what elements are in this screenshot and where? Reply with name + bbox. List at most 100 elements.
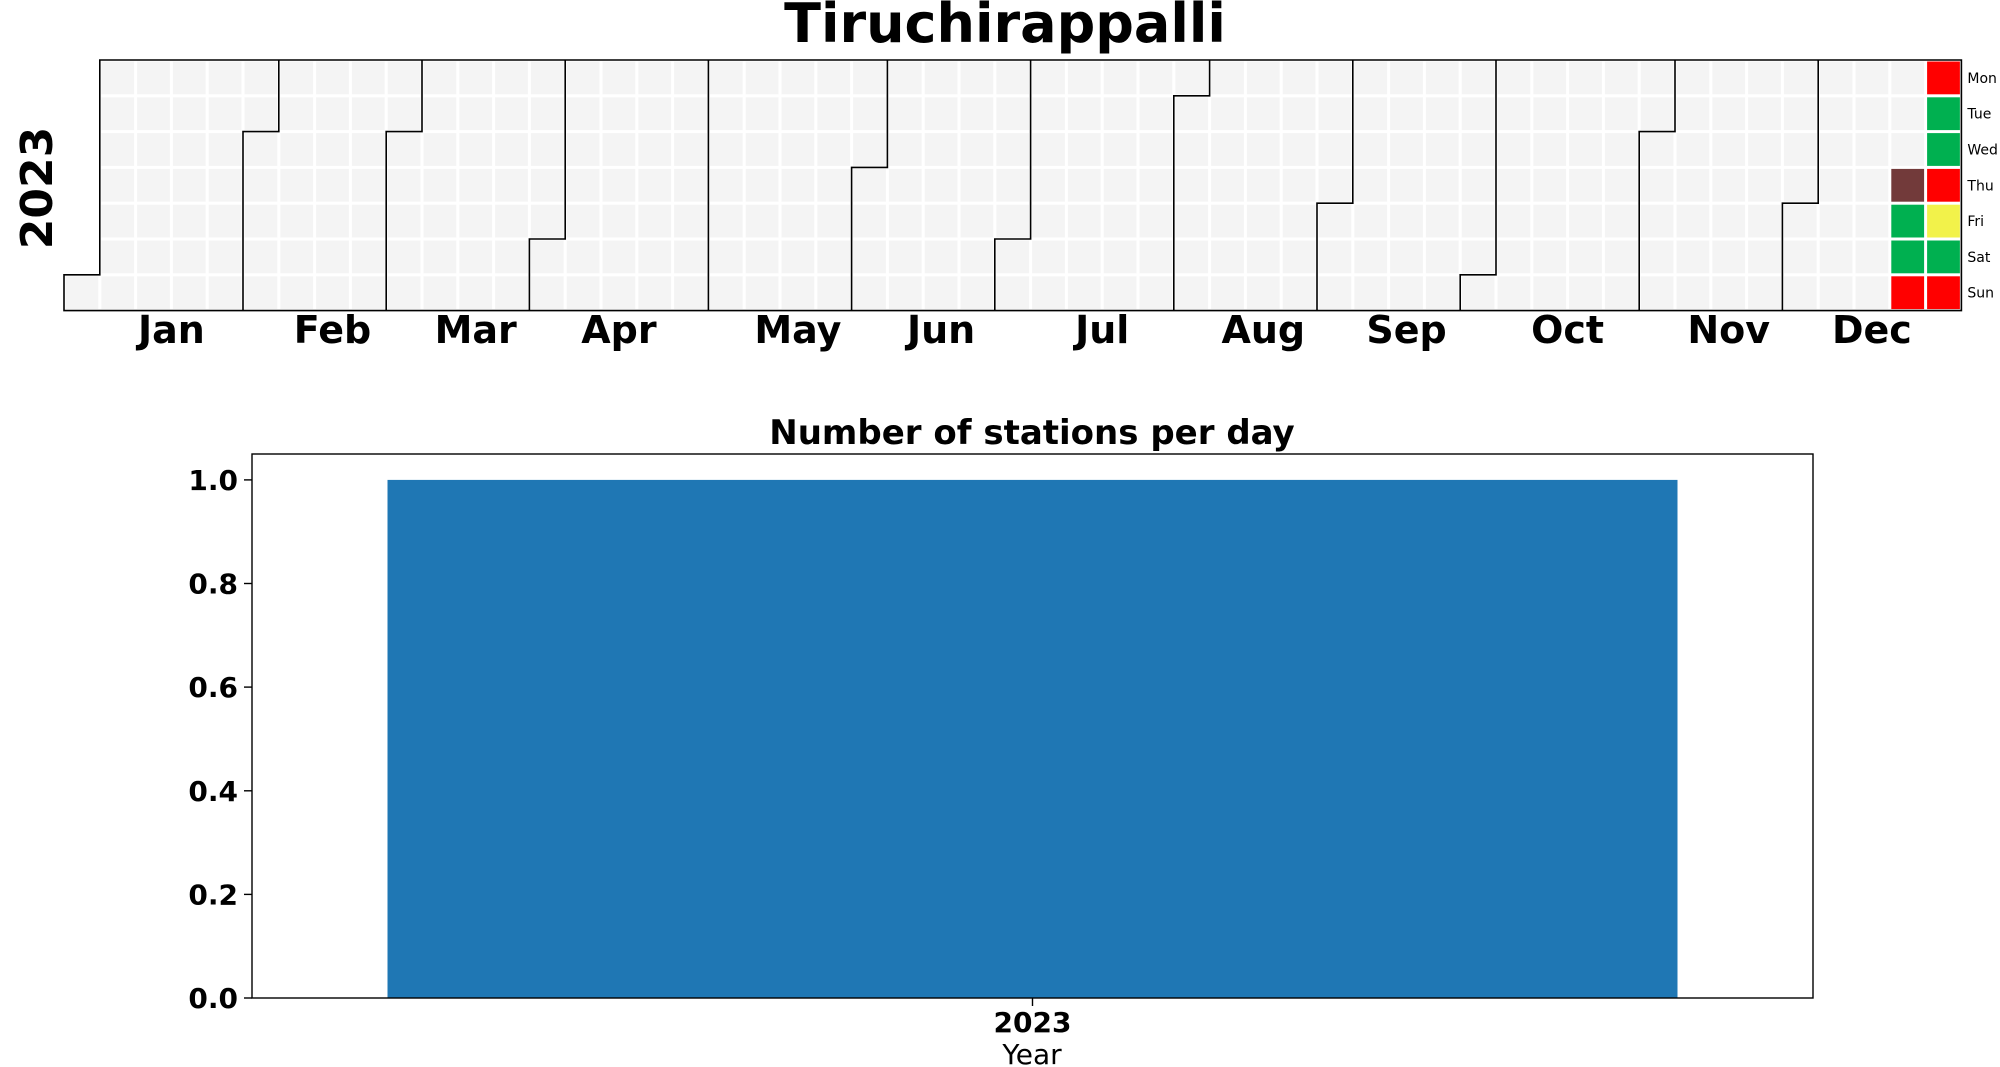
calendar-day-cell [423, 133, 457, 166]
calendar-month-labels: Jan Feb Mar Apr May Jun Jul Aug Sep Oct Nov Dec [135, 308, 1912, 352]
calendar-day-cell [1282, 61, 1316, 95]
calendar-day-cell [1390, 168, 1423, 202]
calendar-day-cell [1748, 133, 1781, 166]
calendar-day-cell [1139, 276, 1173, 310]
calendar-day-cell [853, 61, 886, 95]
calendar-day-cell [459, 240, 493, 274]
calendar-weekday-labels: Mon Tue Wed Thu Fri Sat Sun [1966, 71, 1998, 302]
calendar-day-cell [1712, 133, 1746, 166]
calendar-day-cell [602, 61, 636, 95]
calendar-day-cell [459, 204, 493, 238]
calendar-day-cell [495, 204, 528, 238]
calendar-day-cell [1712, 204, 1746, 238]
calendar-day-cell [745, 133, 779, 166]
calendar-day-cell [1461, 168, 1495, 202]
calendar-day-cell [244, 276, 278, 310]
calendar-day-cell [316, 240, 349, 274]
y-tick-label: 0.0 [188, 982, 238, 1015]
calendar-day-cell [960, 276, 994, 310]
calendar-day-cell [137, 276, 170, 310]
calendar-day-cell [888, 276, 922, 310]
x-axis-label: Year [1001, 1038, 1062, 1067]
calendar-day-cell [853, 240, 886, 274]
calendar-day-cell [888, 168, 922, 202]
month-label-oct: Oct [1531, 308, 1604, 352]
calendar-day-cell [1032, 276, 1065, 310]
calendar-day-cell [745, 97, 779, 131]
calendar-day-cell [244, 97, 278, 131]
calendar-day-cell [208, 133, 242, 166]
calendar-day-cell [244, 61, 278, 95]
calendar-day-cell [888, 61, 922, 95]
calendar-day-cell [996, 97, 1030, 131]
calendar-day-cell [1175, 133, 1209, 166]
calendar-day-cell [996, 61, 1030, 95]
calendar-day-cell [423, 204, 457, 238]
calendar-day-cell [351, 204, 385, 238]
calendar-day-cell [1032, 240, 1065, 274]
calendar-day-cell [817, 276, 851, 310]
calendar-day-cell [853, 133, 886, 166]
calendar-day-cell [423, 168, 457, 202]
calendar-day-cell [530, 204, 564, 238]
calendar-day-cell [1318, 168, 1352, 202]
calendar-day-cell [1676, 61, 1710, 95]
calendar-day-cell [530, 240, 564, 274]
calendar-day-cell [960, 204, 994, 238]
calendar-day-cell [316, 133, 349, 166]
calendar-day-cell [1354, 168, 1388, 202]
calendar-day-cell [1640, 168, 1674, 202]
calendar-day-cell [853, 168, 886, 202]
calendar-day-cell [1855, 240, 1889, 274]
calendar-day-cell [1891, 133, 1925, 166]
calendar-day-cell [960, 61, 994, 95]
month-label-dec: Dec [1832, 308, 1912, 352]
month-label-sep: Sep [1366, 308, 1446, 352]
calendar-day-cell [1354, 133, 1388, 166]
y-tick-label: 0.2 [188, 878, 238, 911]
calendar-day-cell [709, 168, 743, 202]
calendar-day-cell [530, 61, 564, 95]
calendar-day-cell [853, 276, 886, 310]
calendar-day-cell [1103, 204, 1137, 238]
calendar-day-cell [1461, 240, 1495, 274]
calendar-day-cell [1748, 240, 1781, 274]
calendar-day-cell [459, 97, 493, 131]
weekday-label-mon: Mon [1967, 71, 1997, 87]
calendar-day-cell [101, 61, 135, 95]
calendar-day-cell [280, 204, 314, 238]
calendar-day-cell [1390, 133, 1423, 166]
calendar-day-cell [208, 240, 242, 274]
calendar-day-cell [1676, 168, 1710, 202]
calendar-day-cell [566, 97, 600, 131]
month-label-nov: Nov [1687, 308, 1770, 352]
calendar-day-cell [1139, 240, 1173, 274]
calendar-day-cell [924, 133, 958, 166]
calendar-day-cell [172, 204, 206, 238]
calendar-day-cell [1425, 61, 1459, 95]
calendar-day-cell [351, 133, 385, 166]
calendar-day-cell [1067, 61, 1101, 95]
calendar-day-cell [1855, 133, 1889, 166]
y-tick-label: 0.6 [188, 671, 238, 704]
calendar-day-cell [1783, 133, 1817, 166]
calendar-day-cell [745, 276, 779, 310]
calendar-day-cell [817, 204, 851, 238]
calendar-day-cell [781, 240, 815, 274]
calendar-day-cell [1067, 97, 1101, 131]
bar-chart-panel: Number of stations per day 0.00.20.40.60… [188, 413, 1814, 1067]
calendar-day-cell [1211, 61, 1244, 95]
calendar-day-cell [1497, 168, 1531, 202]
calendar-day-cell [709, 204, 743, 238]
calendar-day-cell [1461, 133, 1495, 166]
calendar-day-cell [1175, 61, 1209, 95]
calendar-day-cell [1819, 133, 1853, 166]
calendar-day-cell [709, 133, 743, 166]
calendar-day-cell [888, 240, 922, 274]
calendar-day-cell [387, 276, 421, 310]
calendar-day-cell [423, 61, 457, 95]
calendar-day-cell [602, 204, 636, 238]
month-label-feb: Feb [294, 308, 371, 352]
calendar-day-cell [1604, 276, 1638, 310]
calendar-day-cell [351, 168, 385, 202]
